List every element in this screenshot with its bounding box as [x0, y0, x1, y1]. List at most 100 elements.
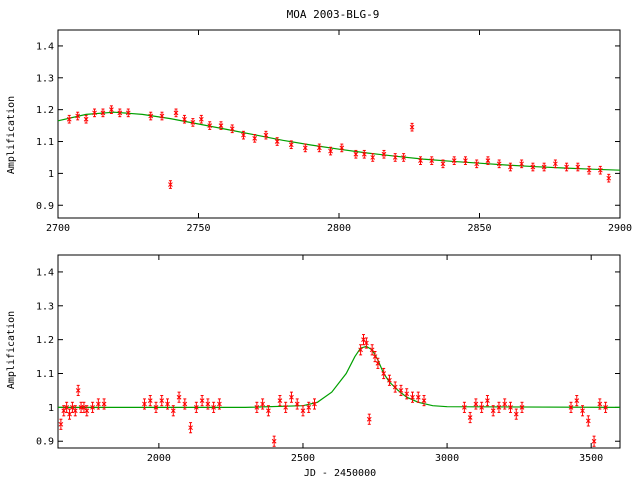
top-data-point: [274, 137, 280, 146]
point-marker: [125, 110, 131, 116]
bottom-data-point: [372, 351, 378, 363]
top-data-point: [353, 149, 359, 159]
point-marker: [302, 145, 308, 151]
point-marker: [182, 116, 187, 122]
bottom-data-point: [603, 401, 608, 413]
bottom-data-point: [283, 401, 289, 413]
point-marker: [176, 394, 182, 400]
bottom-data-point: [361, 334, 366, 346]
bottom-data-point: [597, 398, 603, 410]
point-marker: [81, 405, 87, 410]
bottom-data-point: [568, 401, 574, 413]
top-data-point: [361, 149, 367, 159]
top-data-point: [597, 165, 603, 175]
point-marker: [207, 123, 213, 128]
bottom-data-point: [182, 398, 188, 410]
bottom-data-point: [72, 405, 78, 417]
top-data-point: [198, 114, 204, 124]
bottom-ytick-label: 0.9: [36, 437, 54, 448]
point-marker: [597, 167, 603, 173]
top-data-point: [370, 153, 376, 162]
bottom-data-point: [415, 391, 421, 403]
bottom-data-point: [479, 401, 485, 413]
point-marker: [451, 158, 457, 163]
point-marker: [418, 158, 423, 163]
top-data-point: [401, 153, 406, 162]
bottom-data-point: [153, 401, 159, 413]
top-ytick-label: 1: [48, 169, 54, 180]
point-marker: [211, 405, 216, 410]
bottom-data-point: [277, 395, 283, 407]
bottom-xtick-label: 3000: [435, 453, 459, 464]
point-marker: [100, 110, 106, 116]
bottom-ylabel: Amplification: [6, 311, 17, 389]
bottom-data-point: [176, 391, 182, 403]
bottom-data-point: [580, 405, 585, 417]
top-ytick-label: 1.2: [36, 105, 54, 116]
point-marker: [168, 182, 173, 187]
top-data-point: [125, 108, 131, 118]
point-marker: [462, 405, 467, 410]
top-data-point: [100, 108, 106, 118]
point-marker: [398, 388, 404, 393]
top-xtick-label: 2900: [608, 223, 632, 234]
point-marker: [312, 401, 317, 407]
point-marker: [217, 401, 222, 407]
bottom-ytick-label: 1.4: [36, 267, 54, 278]
point-marker: [473, 401, 479, 407]
top-data-point: [168, 180, 173, 189]
point-marker: [369, 347, 375, 353]
top-ytick-label: 1.4: [36, 41, 54, 52]
top-data-point: [508, 162, 513, 172]
top-xtick-label: 2850: [467, 223, 491, 234]
bottom-data-point: [95, 398, 101, 410]
bottom-data-point: [271, 435, 277, 447]
point-marker: [392, 384, 398, 390]
bottom-xlabel: JD - 2450000: [304, 468, 376, 479]
bottom-data-point: [496, 401, 502, 413]
point-marker: [306, 405, 312, 410]
point-marker: [564, 164, 569, 170]
point-marker: [370, 155, 376, 160]
point-marker: [159, 113, 165, 119]
top-data-point: [229, 124, 235, 134]
top-data-point: [339, 143, 345, 153]
point-marker: [404, 391, 410, 397]
point-marker: [474, 161, 480, 167]
top-data-point: [252, 134, 258, 143]
bottom-data-point: [404, 388, 410, 400]
bottom-xtick-label: 3500: [579, 453, 603, 464]
bottom-data-point: [591, 435, 597, 447]
top-data-point: [92, 108, 97, 118]
point-marker: [392, 155, 398, 160]
top-data-point: [418, 156, 423, 165]
bottom-data-point: [473, 398, 479, 410]
point-marker: [199, 398, 205, 403]
point-marker: [288, 142, 294, 148]
bottom-data-point: [366, 413, 372, 425]
top-data-point: [586, 165, 592, 175]
point-marker: [574, 398, 580, 403]
point-marker: [84, 408, 90, 414]
top-data-point: [148, 111, 154, 121]
bottom-data-point: [585, 415, 591, 427]
bottom-plot-frame: [57, 254, 621, 449]
point-marker: [485, 158, 491, 163]
bottom-data-point: [170, 405, 176, 417]
top-data-point: [241, 130, 246, 140]
point-marker: [429, 158, 435, 163]
point-marker: [361, 151, 367, 157]
top-data-point: [440, 159, 446, 169]
bottom-ytick-label: 1.3: [36, 301, 54, 312]
point-marker: [205, 401, 211, 407]
top-data-point: [392, 153, 398, 162]
point-marker: [467, 415, 473, 420]
top-data-point: [263, 130, 269, 140]
top-data-point: [485, 156, 491, 165]
point-marker: [90, 405, 95, 410]
point-marker: [148, 113, 154, 119]
point-marker: [339, 145, 345, 151]
top-data-point: [302, 143, 308, 153]
point-marker: [83, 116, 89, 122]
point-marker: [165, 401, 170, 407]
